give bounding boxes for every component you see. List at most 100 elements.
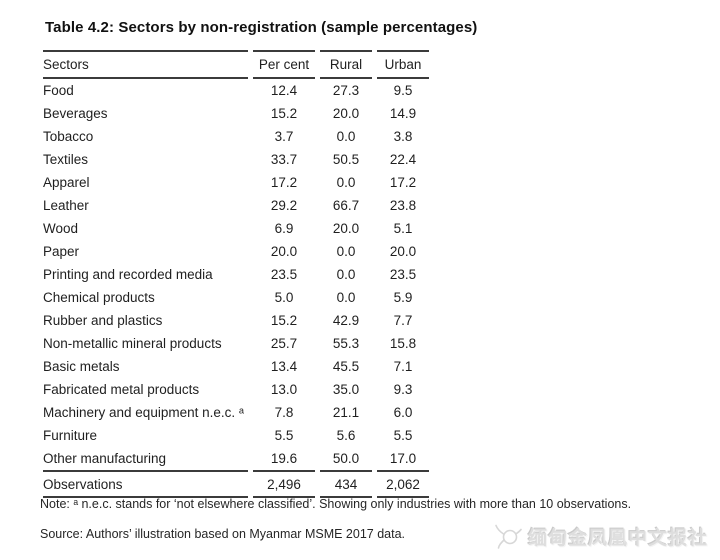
cell-value: 6.9 (274, 221, 294, 236)
cell-value: 15.8 (389, 336, 417, 351)
cell-value: 3.8 (393, 129, 413, 144)
table-row: Beverages 15.2 20.0 14.9 (43, 102, 429, 125)
cell-sector: Apparel (43, 175, 90, 190)
observations-rural: 434 (320, 470, 372, 498)
table-row: Machinery and equipment n.e.c. ᵃ 7.8 21.1 6… (43, 401, 429, 424)
cell-sector: Non-metallic mineral products (43, 336, 222, 351)
cell-value: 12.4 (270, 83, 298, 98)
cell-sector: Chemical products (43, 290, 155, 305)
cell-value: 0.0 (336, 129, 356, 144)
cell-value: 17.0 (389, 451, 417, 466)
watermark-text: 缅甸金凤凰中文报社 (527, 528, 708, 549)
cell-value: 17.2 (389, 175, 417, 190)
cell-sector: Printing and recorded media (43, 267, 213, 282)
table-row: Other manufacturing 19.6 50.0 17.0 (43, 447, 429, 470)
cell-value: 29.2 (270, 198, 298, 213)
table-row: Basic metals 13.4 45.5 7.1 (43, 355, 429, 378)
cell-sector: Leather (43, 198, 89, 213)
cell-value: 5.5 (393, 428, 413, 443)
cell-value: 3.7 (274, 129, 294, 144)
cell-value: 7.1 (393, 359, 413, 374)
cell-value: 55.3 (332, 336, 360, 351)
table-row: Non-metallic mineral products 25.7 55.3 15.… (43, 332, 429, 355)
watermark: 缅甸金凤凰中文报社 (494, 523, 708, 550)
cell-value: 5.6 (336, 428, 356, 443)
cell-value: 50.5 (332, 152, 360, 167)
cell-value: 23.5 (270, 267, 298, 282)
cell-value: 0.0 (336, 290, 356, 305)
cell-sector: Machinery and equipment n.e.c. ᵃ (43, 405, 244, 420)
table-row: Paper 20.0 0.0 20.0 (43, 240, 429, 263)
table-row: Chemical products 5.0 0.0 5.9 (43, 286, 429, 309)
table-row: Wood 6.9 20.0 5.1 (43, 217, 429, 240)
cell-value: 23.8 (389, 198, 417, 213)
cell-value: 21.1 (332, 405, 360, 420)
cell-value: 20.0 (332, 106, 360, 121)
cell-sector: Basic metals (43, 359, 120, 374)
cell-value: 20.0 (270, 244, 298, 259)
cell-value: 35.0 (332, 382, 360, 397)
table-row: Apparel 17.2 0.0 17.2 (43, 171, 429, 194)
cell-value: 13.4 (270, 359, 298, 374)
table-row: Leather 29.2 66.7 23.8 (43, 194, 429, 217)
cell-sector: Tobacco (43, 129, 94, 144)
cell-value: 13.0 (270, 382, 298, 397)
cell-value: 0.0 (336, 267, 356, 282)
cell-value: 7.8 (274, 405, 294, 420)
cell-sector: Fabricated metal products (43, 382, 200, 397)
cell-value: 50.0 (332, 451, 360, 466)
cell-value: 9.3 (393, 382, 413, 397)
sectors-table: Sectors Per cent Rural Urban Food 12.4 27.… (38, 50, 434, 498)
phoenix-logo-icon (494, 524, 522, 550)
cell-value: 23.5 (389, 267, 417, 282)
cell-value: 45.5 (332, 359, 360, 374)
table-row: Printing and recorded media 23.5 0.0 23.5 (43, 263, 429, 286)
column-header-urban: Urban (377, 50, 429, 79)
table-row: Tobacco 3.7 0.0 3.8 (43, 125, 429, 148)
table-body: Food 12.4 27.3 9.5 Beverages 15.2 20.0 14.9 Toba… (43, 79, 429, 470)
table-note: Note: ᵃ n.e.c. stands for ‘not elsewhere… (40, 497, 632, 511)
cell-value: 7.7 (393, 313, 413, 328)
cell-value: 20.0 (332, 221, 360, 236)
cell-value: 33.7 (270, 152, 298, 167)
header-row: Sectors Per cent Rural Urban (43, 50, 429, 79)
table-header: Sectors Per cent Rural Urban (43, 50, 429, 79)
cell-value: 15.2 (270, 313, 298, 328)
cell-value: 5.1 (393, 221, 413, 236)
cell-sector: Food (43, 83, 74, 98)
observations-urban: 2,062 (377, 470, 429, 498)
cell-value: 5.9 (393, 290, 413, 305)
table-row: Rubber and plastics 15.2 42.9 7.7 (43, 309, 429, 332)
table-row: Food 12.4 27.3 9.5 (43, 79, 429, 102)
cell-value: 27.3 (332, 83, 360, 98)
cell-sector: Textiles (43, 152, 89, 167)
cell-value: 17.2 (270, 175, 298, 190)
cell-sector: Furniture (43, 428, 98, 443)
table-row: Furniture 5.5 5.6 5.5 (43, 424, 429, 447)
cell-value: 0.0 (336, 175, 356, 190)
table-title: Table 4.2: Sectors by non-registration (… (45, 19, 478, 36)
cell-value: 9.5 (393, 83, 413, 98)
observations-row: Observations 2,496 434 2,062 (43, 470, 429, 498)
cell-value: 6.0 (393, 405, 413, 420)
observations-label: Observations (43, 470, 248, 498)
cell-value: 22.4 (389, 152, 417, 167)
table-row: Textiles 33.7 50.5 22.4 (43, 148, 429, 171)
cell-value: 42.9 (332, 313, 360, 328)
column-header-percent: Per cent (253, 50, 315, 79)
cell-value: 66.7 (332, 198, 360, 213)
cell-value: 5.0 (274, 290, 294, 305)
table-source: Source: Authors’ illustration based on M… (40, 527, 406, 541)
cell-value: 19.6 (270, 451, 298, 466)
cell-sector: Rubber and plastics (43, 313, 163, 328)
cell-value: 25.7 (270, 336, 298, 351)
table-footer: Observations 2,496 434 2,062 (43, 470, 429, 498)
cell-sector: Paper (43, 244, 80, 259)
column-header-sectors: Sectors (43, 50, 248, 79)
cell-sector: Beverages (43, 106, 108, 121)
cell-sector: Wood (43, 221, 79, 236)
column-header-rural: Rural (320, 50, 372, 79)
table-row: Fabricated metal products 13.0 35.0 9.3 (43, 378, 429, 401)
cell-value: 15.2 (270, 106, 298, 121)
